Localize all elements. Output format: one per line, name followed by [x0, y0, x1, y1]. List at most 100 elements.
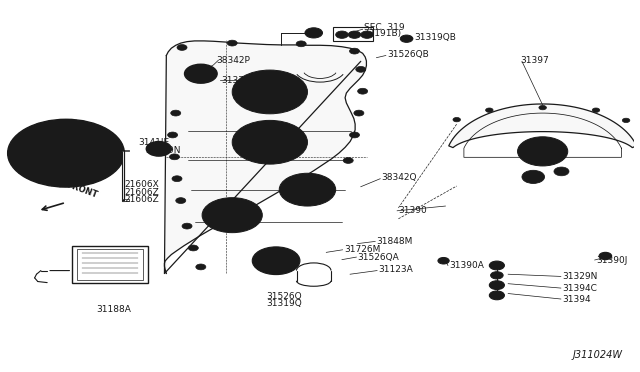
Circle shape — [491, 272, 503, 279]
Circle shape — [279, 173, 335, 206]
Circle shape — [518, 137, 568, 166]
Text: SEC. 319: SEC. 319 — [364, 23, 404, 32]
Text: 31526Q: 31526Q — [267, 292, 302, 301]
Circle shape — [46, 141, 86, 165]
Text: 31526QA: 31526QA — [358, 253, 399, 262]
Circle shape — [299, 185, 316, 195]
Circle shape — [358, 88, 367, 94]
Circle shape — [176, 198, 186, 203]
Bar — [122, 199, 129, 201]
Text: 31379MA: 31379MA — [221, 76, 264, 85]
Polygon shape — [449, 104, 637, 148]
Circle shape — [336, 31, 348, 38]
Circle shape — [232, 121, 307, 164]
Circle shape — [252, 247, 300, 275]
Circle shape — [8, 119, 124, 187]
Circle shape — [54, 147, 77, 160]
Circle shape — [243, 127, 296, 158]
Circle shape — [348, 31, 361, 38]
Circle shape — [356, 67, 366, 72]
Circle shape — [486, 108, 493, 112]
Text: 21606Z: 21606Z — [124, 188, 159, 197]
Circle shape — [527, 142, 558, 160]
Text: 31390A: 31390A — [449, 261, 484, 270]
Text: FRONT: FRONT — [66, 180, 99, 200]
Circle shape — [599, 252, 612, 260]
Text: 31329N: 31329N — [562, 272, 598, 281]
Circle shape — [490, 261, 504, 270]
Text: 31390: 31390 — [398, 206, 427, 215]
Text: 31188A: 31188A — [96, 305, 131, 314]
Text: J311024W: J311024W — [572, 350, 622, 360]
Text: 31848M: 31848M — [376, 237, 413, 246]
Circle shape — [227, 40, 237, 46]
Polygon shape — [164, 41, 367, 273]
Circle shape — [490, 281, 504, 289]
Circle shape — [196, 264, 206, 270]
Circle shape — [260, 251, 292, 270]
Text: 31726M: 31726M — [344, 245, 380, 254]
Text: 3141JE: 3141JE — [138, 138, 169, 147]
Circle shape — [15, 123, 117, 183]
Text: 31397: 31397 — [521, 56, 550, 65]
Text: 31100: 31100 — [22, 160, 51, 169]
Text: 31526QB: 31526QB — [387, 50, 429, 59]
Text: 38342P: 38342P — [216, 56, 250, 65]
Text: 31319Q: 31319Q — [267, 299, 303, 308]
Circle shape — [343, 158, 353, 163]
Circle shape — [177, 45, 187, 50]
Circle shape — [191, 68, 211, 80]
Circle shape — [354, 110, 364, 116]
Circle shape — [349, 48, 360, 54]
Circle shape — [184, 64, 217, 83]
Circle shape — [490, 291, 504, 300]
Text: 31394C: 31394C — [562, 283, 597, 292]
Circle shape — [36, 136, 96, 171]
Circle shape — [349, 132, 360, 138]
Circle shape — [289, 179, 326, 201]
Circle shape — [202, 198, 262, 232]
Circle shape — [268, 76, 284, 86]
Circle shape — [188, 245, 198, 251]
Circle shape — [222, 209, 242, 221]
Circle shape — [252, 82, 287, 102]
Text: 31319QB: 31319QB — [414, 33, 456, 42]
Text: 21606Z: 21606Z — [124, 195, 159, 204]
Circle shape — [147, 141, 172, 156]
Circle shape — [453, 118, 461, 122]
Circle shape — [539, 105, 547, 110]
Circle shape — [260, 86, 279, 97]
Text: 38342Q: 38342Q — [381, 173, 417, 183]
Bar — [333, 27, 373, 41]
Circle shape — [172, 176, 182, 182]
Circle shape — [272, 78, 280, 84]
Bar — [77, 249, 143, 280]
Circle shape — [522, 170, 545, 183]
Circle shape — [305, 28, 323, 38]
Text: 31123A: 31123A — [378, 265, 413, 274]
Bar — [122, 150, 129, 151]
Circle shape — [232, 70, 307, 114]
Circle shape — [61, 150, 71, 156]
Circle shape — [254, 133, 285, 151]
Text: (3191B): (3191B) — [365, 29, 401, 38]
Bar — [122, 150, 124, 201]
Circle shape — [622, 118, 630, 122]
Bar — [72, 246, 148, 283]
Circle shape — [23, 128, 109, 178]
Circle shape — [592, 108, 600, 112]
Circle shape — [438, 257, 449, 264]
Circle shape — [361, 31, 373, 38]
Text: 31379N: 31379N — [146, 146, 181, 155]
Circle shape — [171, 110, 180, 116]
Text: 31390J: 31390J — [596, 256, 627, 265]
Circle shape — [264, 139, 276, 146]
Circle shape — [242, 76, 298, 108]
Circle shape — [400, 35, 413, 42]
Text: 31394: 31394 — [562, 295, 591, 304]
Circle shape — [554, 167, 569, 176]
Circle shape — [168, 132, 178, 138]
Circle shape — [151, 144, 166, 153]
Text: 21606X: 21606X — [124, 180, 159, 189]
Circle shape — [212, 203, 252, 227]
